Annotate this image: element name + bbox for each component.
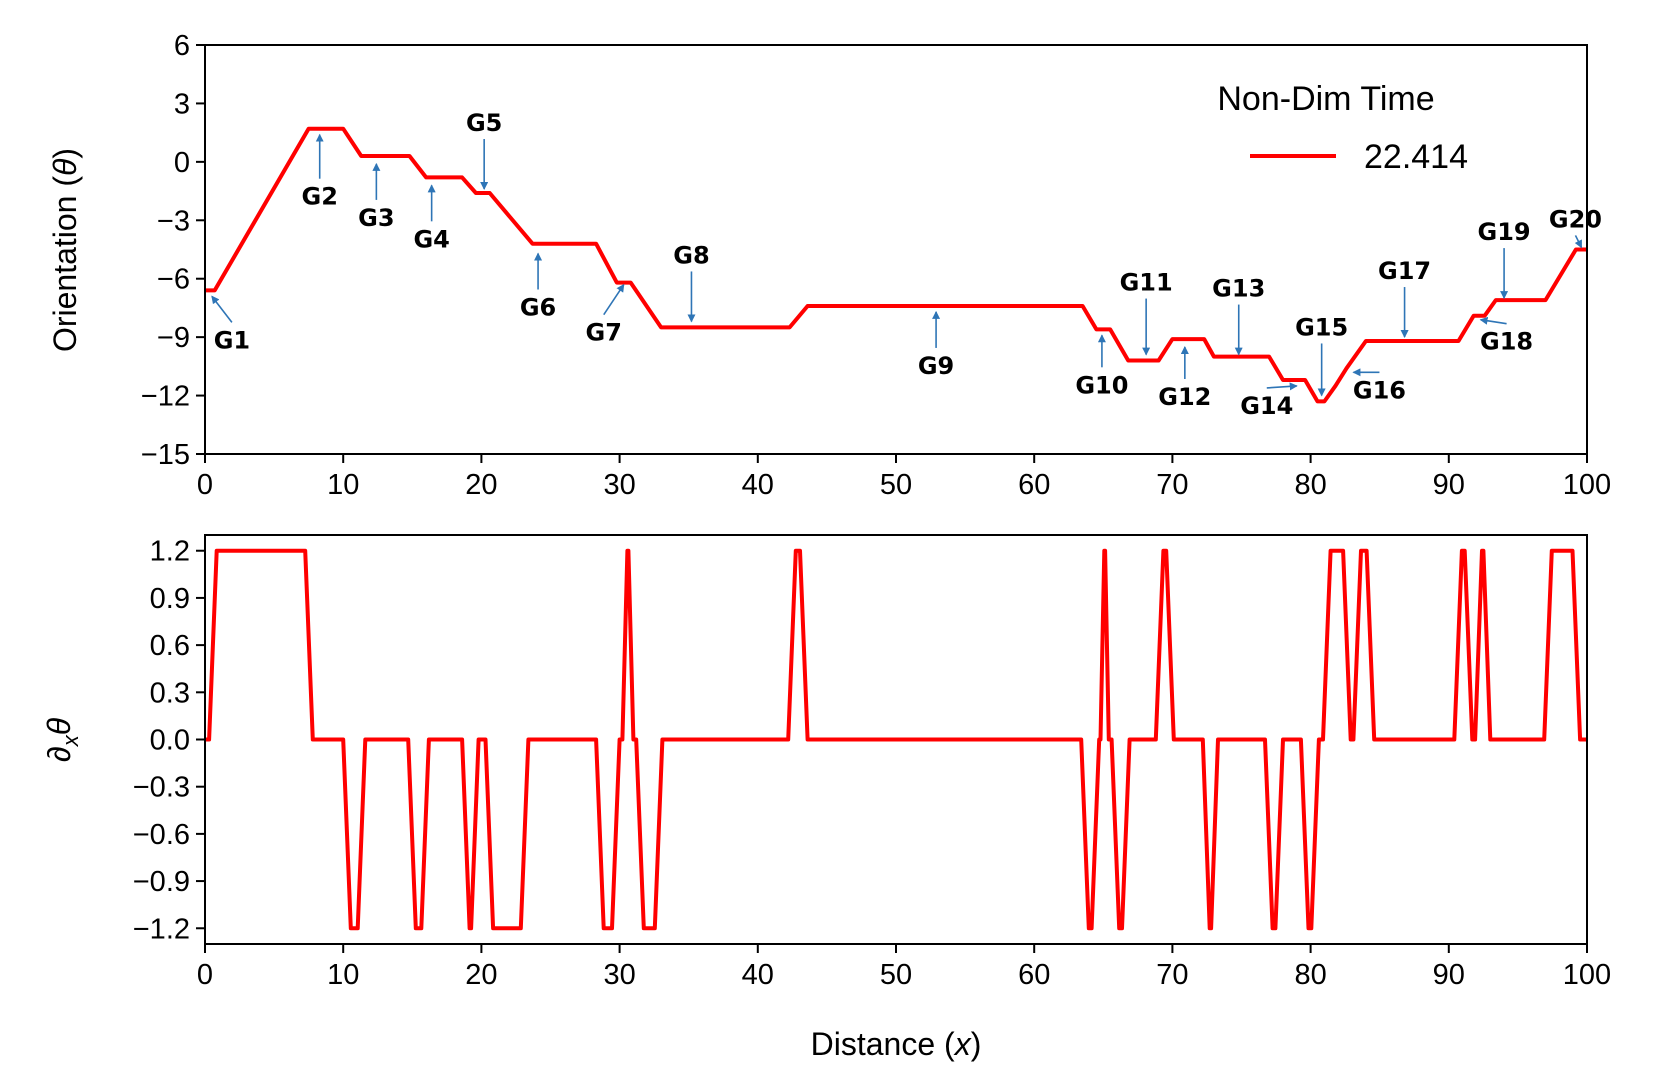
annotation-label: G6 — [520, 294, 556, 322]
y-tick-label: −1.2 — [133, 913, 190, 945]
x-tick-label: 100 — [1563, 469, 1611, 501]
annotation-label: G15 — [1295, 313, 1348, 341]
x-tick-label: 10 — [327, 959, 359, 991]
x-tick-label: 70 — [1156, 469, 1188, 501]
y-tick-label: −3 — [157, 205, 190, 237]
x-tick-label: 30 — [603, 469, 635, 501]
x-tick-label: 80 — [1294, 959, 1326, 991]
x-tick-label: 60 — [1018, 469, 1050, 501]
x-tick-label: 20 — [465, 469, 497, 501]
x-tick-label: 100 — [1563, 959, 1611, 991]
derivative-curve-layer — [205, 548, 1587, 931]
annotation-label: G10 — [1075, 371, 1128, 399]
derivative-series-line — [205, 548, 1587, 931]
derivative-y-axis-label: ∂xθ — [41, 717, 83, 762]
annotation-label: G12 — [1158, 383, 1211, 411]
annotation-label: G11 — [1120, 269, 1173, 297]
x-tick-label: 60 — [1018, 959, 1050, 991]
y-tick-label: 0.3 — [150, 677, 190, 709]
x-tick-label: 50 — [880, 469, 912, 501]
x-tick-label: 40 — [742, 959, 774, 991]
x-tick-label: 40 — [742, 469, 774, 501]
x-tick-label: 30 — [603, 959, 635, 991]
annotation-arrow — [1266, 382, 1298, 391]
annotation-label: G3 — [358, 204, 394, 232]
y-tick-label: 6 — [174, 30, 190, 62]
legend-title: Non-Dim Time — [1217, 80, 1434, 118]
y-tick-label: −0.3 — [133, 772, 190, 804]
derivative-ticks: 0 10 20 30 40 50 60 70 80 90 100 −1.2 −0.9 −0.6 −0.3 0.… — [133, 536, 1611, 991]
annotation-label: G1 — [214, 326, 250, 354]
annotation-label: G13 — [1212, 275, 1265, 303]
y-tick-label: 0.6 — [150, 630, 190, 662]
x-tick-label: 0 — [197, 469, 213, 501]
y-tick-label: −9 — [157, 322, 190, 354]
x-axis-label: Distance (x) — [811, 1026, 982, 1062]
annotation-label: G19 — [1478, 218, 1531, 246]
x-tick-label: 20 — [465, 959, 497, 991]
annotation-label: G8 — [673, 241, 709, 269]
y-tick-label: −0.9 — [133, 866, 190, 898]
y-tick-label: 0.0 — [150, 725, 190, 757]
x-tick-label: 90 — [1433, 469, 1465, 501]
annotation-label: G2 — [302, 183, 338, 211]
orientation-ticks: 0 10 20 30 40 50 60 70 80 90 100 −15 −12 −9 −6 −3 0 3 6 — [141, 30, 1611, 501]
orientation-panel: G1 G2 G3 G4 G5 G6 G7 G8 G9 G10 G11 G12 G13 G14 G15 G16 G… — [47, 30, 1611, 501]
x-tick-label: 80 — [1294, 469, 1326, 501]
annotation-arrow — [211, 295, 233, 323]
y-tick-label: 1.2 — [150, 536, 190, 568]
annotation-layer: G1 G2 G3 G4 G5 G6 G7 G8 G9 G10 G11 G12 G13 G14 G15 G16 G… — [211, 109, 1602, 420]
y-tick-label: −0.6 — [133, 819, 190, 851]
x-tick-label: 10 — [327, 469, 359, 501]
y-tick-label: 0.9 — [150, 583, 190, 615]
y-tick-label: 0 — [174, 147, 190, 179]
x-tick-label: 0 — [197, 959, 213, 991]
annotation-arrow — [603, 283, 625, 316]
derivative-panel: 0 10 20 30 40 50 60 70 80 90 100 −1.2 −0.9 −0.6 −0.3 0.… — [41, 534, 1611, 1062]
orientation-curve-layer — [205, 126, 1587, 404]
annotation-label: G20 — [1549, 205, 1602, 233]
legend-label: 22.414 — [1364, 138, 1468, 176]
x-tick-label: 90 — [1433, 959, 1465, 991]
y-tick-label: 3 — [174, 88, 190, 120]
annotation-label: G5 — [466, 109, 502, 137]
annotation-label: G17 — [1378, 257, 1431, 285]
annotation-label: G18 — [1480, 328, 1533, 356]
y-tick-label: −12 — [141, 381, 190, 413]
orientation-series-line — [205, 126, 1587, 404]
annotation-label: G16 — [1353, 376, 1406, 404]
y-tick-label: −6 — [157, 264, 190, 296]
annotation-arrow — [1479, 316, 1507, 325]
annotation-arrow — [1574, 235, 1583, 249]
annotation-label: G14 — [1240, 392, 1293, 420]
x-tick-label: 50 — [880, 959, 912, 991]
x-tick-label: 70 — [1156, 959, 1188, 991]
annotation-label: G4 — [413, 225, 449, 253]
annotation-label: G7 — [586, 319, 622, 347]
y-tick-label: −15 — [141, 439, 190, 471]
orientation-y-axis-label: Orientation (θ) — [47, 148, 83, 352]
annotation-label: G9 — [918, 352, 954, 380]
legend: Non-Dim Time 22.414 — [1217, 80, 1468, 176]
